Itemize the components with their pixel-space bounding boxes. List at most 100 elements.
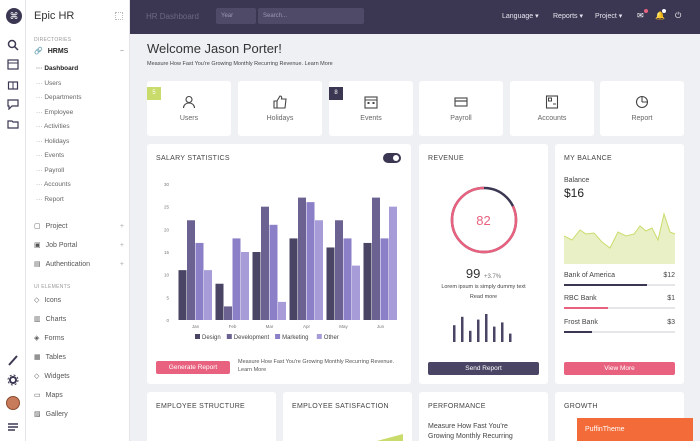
expand-icon: + — [119, 260, 124, 268]
sidebar-item-maps[interactable]: ▭ Maps — [34, 391, 63, 400]
quick-card-accounts[interactable]: Accounts — [510, 81, 594, 136]
bar-development — [187, 220, 195, 320]
x-tick-label: Mar — [266, 324, 274, 329]
chart-icon: ▥ — [34, 316, 41, 323]
legend-swatch — [316, 334, 322, 339]
section-ui-elements: UI ELEMENTS — [34, 284, 71, 290]
x-tick-label: Feb — [229, 324, 237, 329]
gift-icon[interactable] — [7, 78, 19, 90]
sidebar-item-departments[interactable]: Departments — [36, 94, 81, 101]
map-icon: ▭ — [34, 392, 41, 399]
send-report-button[interactable]: Send Report — [428, 362, 539, 375]
read-more-link[interactable]: Read more — [469, 294, 498, 300]
search-input[interactable]: Search... — [258, 8, 364, 24]
generate-report-button[interactable]: Generate Report — [156, 361, 230, 374]
puffin-theme-banner[interactable]: PuffinTheme — [577, 418, 693, 441]
sidebar-item-activities[interactable]: Activities — [36, 123, 70, 130]
y-tick-label: 10 — [164, 273, 170, 278]
calendar-icon[interactable] — [7, 58, 19, 70]
folder-icon[interactable] — [7, 118, 19, 130]
sidebar-item-accounts[interactable]: Accounts — [36, 181, 71, 188]
power-icon[interactable]: ⏻ — [675, 11, 682, 20]
quick-card-label: Events — [360, 115, 382, 122]
legend-swatch — [275, 334, 281, 339]
gear-icon[interactable] — [7, 374, 19, 386]
bank-progress — [564, 284, 675, 286]
bar-marketing — [306, 202, 315, 320]
avatar[interactable] — [6, 396, 20, 410]
sidebar: Epic HR DIRECTORIES 🔗HRMS− Dashboard Use… — [26, 0, 130, 441]
legend-label: Development — [234, 335, 270, 341]
quick-card-label: Report — [631, 115, 653, 122]
employee-satisfaction-card: EMPLOYEE SATISFACTION — [283, 392, 412, 441]
sidebar-item-users[interactable]: Users — [36, 80, 61, 87]
briefcase-icon: ▣ — [34, 242, 41, 249]
bar-other — [315, 220, 323, 320]
nav-language[interactable]: Language ▾ — [502, 13, 539, 20]
sidebar-item-report[interactable]: Report — [36, 196, 64, 203]
sidebar-item-hrms[interactable]: 🔗 HRMS − — [34, 47, 124, 56]
sidebar-item-dashboard[interactable]: Dashboard — [36, 65, 78, 72]
sidebar-item-tables[interactable]: ▦ Tables — [34, 353, 66, 362]
bar-other — [204, 270, 212, 320]
bar-design — [289, 238, 298, 320]
page-subtitle: Measure How Fast You're Growing Monthly … — [147, 61, 333, 67]
sidebar-item-project[interactable]: ▢ Project + — [34, 222, 124, 231]
grid-icon[interactable] — [115, 12, 123, 20]
sidebar-item-events[interactable]: Events — [36, 152, 64, 159]
quick-card-users[interactable]: 5 Users — [147, 81, 231, 136]
mini-bar — [469, 330, 472, 342]
sidebar-item-icons[interactable]: ◇ Icons — [34, 296, 62, 305]
main-content: Welcome Jason Porter! Measure How Fast Y… — [130, 34, 700, 441]
section-directories: DIRECTORIES — [34, 37, 72, 43]
bar-design — [326, 247, 335, 320]
gauge-fill — [450, 186, 518, 254]
y-tick-label: 0 — [166, 318, 169, 323]
performance-text: Measure How Fast You're Growing Monthly … — [428, 423, 513, 440]
salary-note: Measure How Fast You're Growing Monthly … — [238, 359, 395, 373]
bank-progress — [564, 307, 675, 309]
quick-card-label: Payroll — [450, 115, 472, 122]
revenue-change: +3.7% — [483, 274, 502, 280]
menu-icon[interactable] — [7, 421, 19, 433]
sidebar-item-job-portal[interactable]: ▣ Job Portal + — [34, 241, 124, 250]
card-title: SALARY STATISTICS — [156, 155, 230, 162]
y-tick-label: 5 — [166, 295, 169, 300]
nav-project[interactable]: Project ▾ — [595, 13, 623, 20]
nav-reports[interactable]: Reports ▾ — [553, 13, 583, 20]
card-title: EMPLOYEE SATISFACTION — [292, 403, 389, 410]
chart-toggle[interactable] — [383, 153, 401, 163]
logo-icon[interactable]: ⌘ — [6, 8, 22, 24]
quick-card-report[interactable]: Report — [600, 81, 684, 136]
brush-icon[interactable] — [7, 354, 19, 366]
sidebar-item-authentication[interactable]: ▤ Authentication + — [34, 260, 124, 269]
sidebar-item-employee[interactable]: Employee — [36, 109, 73, 116]
learn-more-link[interactable]: Learn More — [238, 367, 267, 373]
sidebar-item-forms[interactable]: ◈ Forms — [34, 334, 65, 343]
sidebar-item-widgets[interactable]: ◇ Widgets — [34, 372, 70, 381]
sidebar-item-charts[interactable]: ▥ Charts — [34, 315, 67, 324]
card-title: MY BALANCE — [564, 155, 612, 162]
bar-marketing — [195, 242, 204, 320]
credit-card-icon — [454, 97, 468, 107]
chat-icon[interactable] — [7, 98, 19, 110]
sidebar-item-holidays[interactable]: Holidays — [36, 138, 69, 145]
revenue-card: REVENUE 82 99 +3.7% Lorem ipsum is simpl… — [419, 144, 548, 384]
learn-more-link[interactable]: Learn More — [304, 61, 333, 67]
sidebar-item-payroll[interactable]: Payroll — [36, 167, 64, 174]
bar-design — [178, 270, 187, 320]
calculator-icon — [545, 95, 559, 109]
quick-card-events[interactable]: 8 Events — [329, 81, 413, 136]
mail-icon[interactable]: ✉ — [637, 11, 644, 20]
view-more-button[interactable]: View More — [564, 362, 675, 375]
bar-other — [352, 265, 360, 320]
bell-icon[interactable]: 🔔 — [655, 11, 665, 20]
legend-swatch — [226, 334, 232, 339]
search-icon[interactable] — [7, 39, 19, 51]
count-badge: 8 — [329, 87, 343, 100]
year-select[interactable]: Year — [216, 8, 256, 24]
quick-card-payroll[interactable]: Payroll — [419, 81, 503, 136]
quick-card-holidays[interactable]: Holidays — [238, 81, 322, 136]
sidebar-item-gallery[interactable]: ▨ Gallery — [34, 410, 68, 419]
revenue-stat: 99 +3.7% — [465, 266, 502, 281]
